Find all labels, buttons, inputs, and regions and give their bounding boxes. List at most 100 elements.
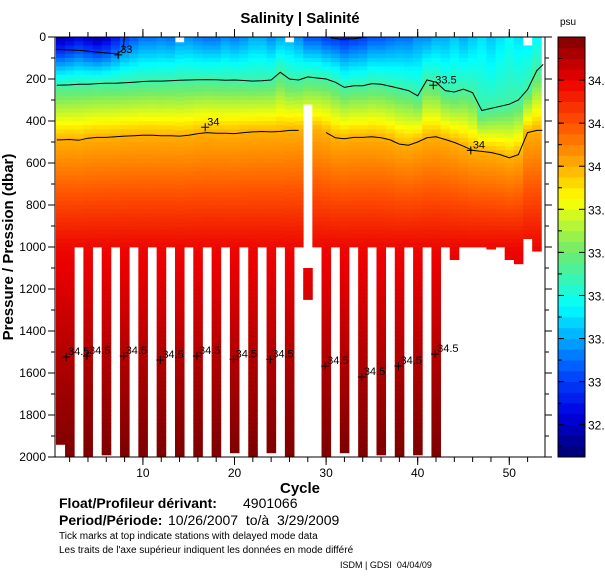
heatmap-cell [248,251,258,256]
heatmap-cell [83,116,93,122]
heatmap-cell [202,175,213,181]
heatmap-cell [294,213,304,218]
heatmap-cell [440,62,451,67]
heatmap-cell [449,213,460,218]
heatmap-cell [376,188,387,193]
heatmap-cell [202,184,213,189]
heatmap-cell [376,272,387,277]
heatmap-cell [532,70,542,76]
heatmap-cell [101,62,112,67]
heatmap-cell [321,91,332,97]
heatmap-cell [174,80,185,85]
heatmap-cell [394,301,405,307]
heatmap-cell [156,381,167,386]
heatmap-cell [248,335,258,340]
heatmap-cell [129,163,139,168]
contour-label-marker [192,351,201,360]
heatmap-cell [523,167,533,172]
heatmap-cell [349,62,359,67]
heatmap-cell [367,179,377,185]
heatmap-cell [193,226,203,231]
heatmap-cell [193,95,203,101]
heatmap-cell [431,154,441,160]
heatmap-cell [394,343,405,349]
heatmap-cell [339,360,350,365]
heatmap-cell [312,171,322,176]
heatmap-cell [65,398,75,403]
heatmap-cell [193,347,203,353]
heatmap-cell [174,239,185,245]
heatmap-cell [358,238,368,244]
heatmap-cell [440,45,451,50]
heatmap-cell [339,331,350,336]
heatmap-cell [504,221,515,227]
heatmap-cell [532,175,542,181]
heatmap-cell [193,83,203,88]
heatmap-cell [339,121,350,126]
heatmap-cell [523,179,533,185]
heatmap-cell [303,41,313,46]
heatmap-cell [65,171,75,176]
heatmap-cell [202,192,213,197]
heatmap-cell [449,192,460,197]
heatmap-cell [83,158,93,164]
heatmap-cell [83,305,93,311]
heatmap-cell [321,385,332,391]
colorbar-swatch [558,166,585,178]
heatmap-cell [376,352,387,357]
heatmap-cell [321,322,332,328]
heatmap-cell [422,87,432,92]
heatmap-cell [284,382,295,388]
heatmap-cell [248,280,258,286]
heatmap-cell [74,104,84,109]
heatmap-cell [513,217,524,223]
heatmap-cell [55,406,66,412]
heatmap-cell [165,234,176,239]
heatmap-cell [339,259,350,265]
heatmap-cell [413,83,423,88]
heatmap-cell [83,221,93,227]
heatmap-cell [394,129,405,134]
heatmap-cell [458,221,469,227]
heatmap-cell [165,217,176,223]
heatmap-cell [220,133,231,139]
heatmap-cell [422,83,432,88]
heatmap-cell [312,192,322,197]
heatmap-cell [376,364,387,370]
heatmap-cell [394,389,405,395]
heatmap-cell [202,217,213,223]
heatmap-cell [147,129,158,134]
heatmap-cell [477,125,487,130]
heatmap-cell [120,45,130,50]
colorbar-tick-label: 33.2 [588,333,605,347]
heatmap-cell [394,305,405,311]
heatmap-cell [321,154,332,160]
heatmap-cell [523,184,533,189]
heatmap-cell [349,196,359,202]
heatmap-cell [413,200,423,206]
heatmap-cell [211,112,222,118]
heatmap-cell [330,41,341,46]
heatmap-cell [321,452,332,458]
heatmap-cell [403,121,414,126]
heatmap-cell [532,79,542,84]
colorbar-swatch [558,90,585,103]
heatmap-cell [156,419,167,424]
heatmap-cell [339,100,350,105]
heatmap-cell [321,200,332,206]
heatmap-cell [138,444,148,449]
heatmap-cell [523,91,533,97]
heatmap-cell [74,146,84,151]
heatmap-cell [513,142,524,147]
heatmap-cell [468,70,478,76]
heatmap-cell [266,167,277,172]
heatmap-cell [486,53,496,59]
heatmap-cell [513,125,524,130]
heatmap-cell [312,238,322,244]
heatmap-cell [394,280,405,286]
heatmap-cell [55,79,66,84]
heatmap-cell [284,256,295,262]
heatmap-cell [257,196,267,202]
heatmap-cell [129,150,139,155]
heatmap-cell [211,284,222,290]
